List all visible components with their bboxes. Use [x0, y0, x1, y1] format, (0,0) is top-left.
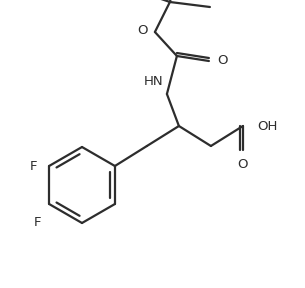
Text: F: F — [30, 160, 37, 173]
Text: O: O — [138, 24, 148, 37]
Text: OH: OH — [257, 120, 277, 132]
Text: O: O — [238, 158, 248, 171]
Text: O: O — [217, 54, 228, 67]
Text: HN: HN — [143, 75, 163, 88]
Text: F: F — [34, 216, 41, 229]
